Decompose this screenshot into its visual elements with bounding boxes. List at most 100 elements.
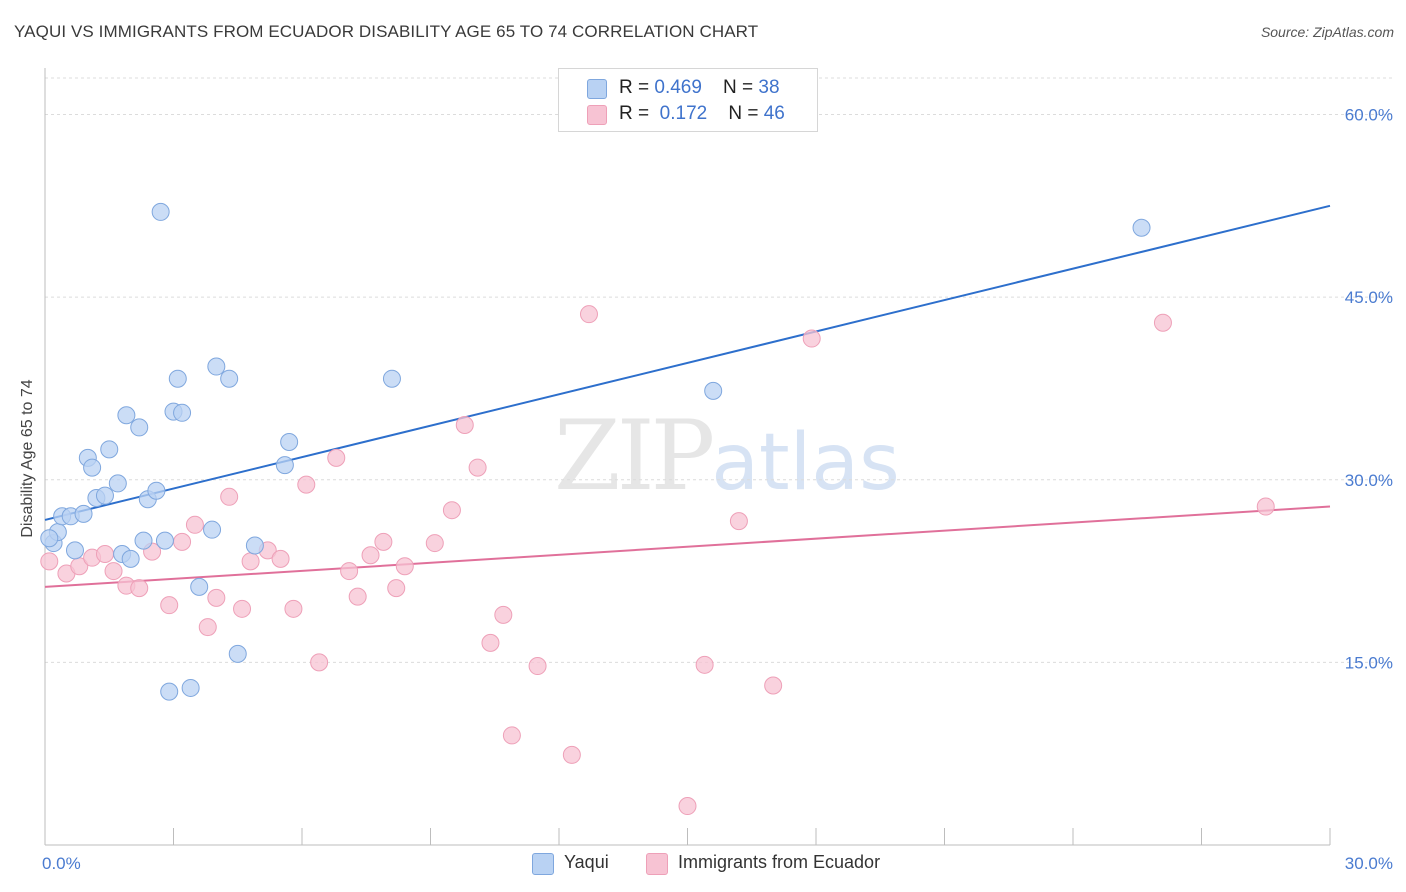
y-tick-label: 60.0% <box>1345 106 1393 125</box>
point-yaqui <box>160 682 179 701</box>
legend-r-label: R = <box>619 77 655 98</box>
point-ecuador <box>802 329 821 348</box>
point-yaqui <box>130 418 149 437</box>
point-ecuador <box>481 633 500 652</box>
point-ecuador <box>104 562 123 581</box>
y-axis-title: Disability Age 65 to 74 <box>19 379 36 537</box>
point-yaqui <box>74 504 93 523</box>
data-points <box>40 202 1275 816</box>
point-ecuador <box>387 579 406 598</box>
trend-lines <box>44 204 1331 588</box>
point-yaqui <box>155 531 174 550</box>
point-yaqui <box>65 541 84 560</box>
point-yaqui <box>40 529 59 548</box>
bottom-legend-yaqui: Yaqui <box>532 852 642 876</box>
legend-r-value: 0.172 <box>654 103 708 124</box>
point-ecuador <box>361 546 380 565</box>
bottom-legend-ecuador: Immigrants from Ecuador <box>646 852 926 876</box>
trend-line-ecuador <box>44 505 1331 588</box>
point-yaqui <box>207 357 226 376</box>
point-yaqui <box>134 531 153 550</box>
point-ecuador <box>310 653 329 672</box>
legend-n-value: 46 <box>763 103 785 124</box>
point-ecuador <box>284 599 303 618</box>
point-yaqui <box>280 433 299 452</box>
point-ecuador <box>455 415 474 434</box>
watermark-atlas: atlas <box>711 418 900 508</box>
point-ecuador <box>130 579 149 598</box>
point-yaqui <box>83 458 102 477</box>
point-ecuador <box>198 618 217 637</box>
legend-n-label: N = <box>723 77 759 98</box>
chart-title: YAQUI VS IMMIGRANTS FROM ECUADOR DISABIL… <box>14 22 759 41</box>
point-ecuador <box>241 552 260 571</box>
trend-line-yaqui <box>44 204 1331 521</box>
y-tick-label: 15.0% <box>1345 653 1393 672</box>
point-ecuador <box>468 458 487 477</box>
source-label: Source: ZipAtlas.com <box>1260 24 1394 40</box>
point-ecuador <box>340 562 359 581</box>
legend-r-value: 0.469 <box>654 77 702 98</box>
legend-swatch-ecuador <box>587 105 607 125</box>
watermark-zip: ZIP <box>554 400 715 512</box>
x-tick-label: 30.0% <box>1345 854 1393 873</box>
point-yaqui <box>190 577 209 596</box>
bottom-legend-swatch-ecuador <box>646 853 668 875</box>
point-ecuador <box>528 657 547 676</box>
watermark: ZIPatlas <box>554 400 900 512</box>
point-ecuador <box>1153 313 1172 332</box>
bottom-legend-swatch-yaqui <box>532 853 554 875</box>
legend-swatch-yaqui <box>587 79 607 99</box>
point-ecuador <box>40 552 59 571</box>
y-tick-label: 45.0% <box>1345 288 1393 307</box>
legend-r-label: R = <box>619 103 655 124</box>
bottom-legend-label-yaqui: Yaqui <box>564 852 609 872</box>
point-ecuador <box>160 596 179 615</box>
point-yaqui <box>173 403 192 422</box>
point-ecuador <box>579 305 598 324</box>
point-ecuador <box>764 676 783 695</box>
axes <box>44 68 1331 846</box>
axis-labels: 15.0% 30.0% 45.0% 60.0% 0.0% 30.0% Disability … <box>19 106 1393 873</box>
point-ecuador <box>678 797 697 816</box>
point-ecuador <box>442 501 461 520</box>
point-ecuador <box>395 557 414 576</box>
bottom-legend-label-ecuador: Immigrants from Ecuador <box>678 852 881 872</box>
legend-n-value: 38 <box>758 77 780 98</box>
point-ecuador <box>327 448 346 467</box>
point-yaqui <box>181 678 200 697</box>
point-ecuador <box>185 515 204 534</box>
point-yaqui <box>108 474 127 493</box>
point-yaqui <box>117 406 136 425</box>
point-ecuador <box>348 587 367 606</box>
y-tick-label: 30.0% <box>1345 471 1393 490</box>
point-yaqui <box>275 456 294 475</box>
point-yaqui <box>121 549 140 568</box>
point-ecuador <box>729 512 748 531</box>
point-yaqui <box>704 381 723 400</box>
point-ecuador <box>173 532 192 551</box>
point-yaqui <box>168 369 187 388</box>
point-ecuador <box>562 745 581 764</box>
point-yaqui <box>95 486 114 505</box>
point-yaqui <box>203 520 222 539</box>
point-ecuador <box>207 588 226 607</box>
point-ecuador <box>233 599 252 618</box>
point-yaqui <box>100 440 119 459</box>
point-ecuador <box>297 475 316 494</box>
point-yaqui <box>147 481 166 500</box>
point-yaqui <box>382 369 401 388</box>
point-ecuador <box>271 549 290 568</box>
point-yaqui <box>245 536 264 555</box>
point-yaqui <box>151 202 170 221</box>
point-ecuador <box>374 532 393 551</box>
point-ecuador <box>695 655 714 674</box>
point-ecuador <box>502 726 521 745</box>
point-ecuador <box>425 534 444 553</box>
point-ecuador <box>95 545 114 564</box>
point-yaqui <box>220 369 239 388</box>
correlation-legend: R = 0.469 N = 38 R = 0.172 N = 46 <box>558 68 818 132</box>
legend-n-label: N = <box>728 103 764 124</box>
point-yaqui <box>1132 218 1151 237</box>
